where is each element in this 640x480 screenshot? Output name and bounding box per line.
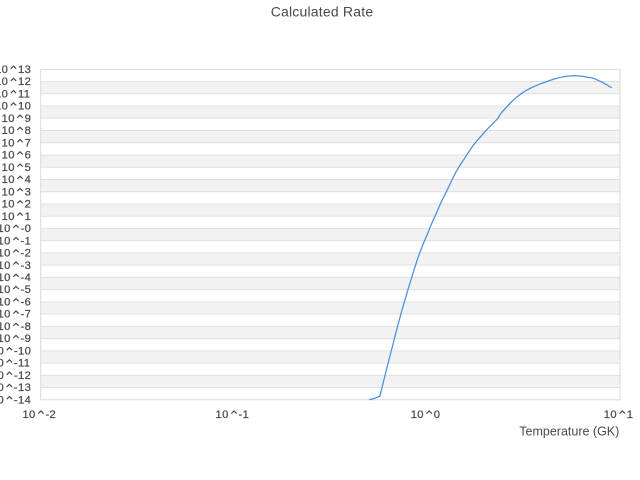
svg-text:4: 4	[25, 174, 32, 186]
svg-text:12: 12	[18, 76, 31, 88]
svg-text:10: 10	[0, 260, 11, 272]
svg-text:8: 8	[25, 125, 32, 137]
svg-text:10: 10	[2, 174, 15, 186]
svg-text:-5: -5	[20, 284, 31, 296]
svg-text:-9: -9	[20, 333, 31, 345]
svg-text:10: 10	[0, 76, 8, 88]
svg-text:11: 11	[18, 88, 30, 100]
svg-text:-12: -12	[14, 370, 31, 382]
svg-text:10: 10	[2, 125, 15, 137]
svg-text:-13: -13	[14, 382, 31, 394]
svg-text:-1: -1	[20, 235, 31, 247]
svg-text:-4: -4	[20, 272, 31, 284]
svg-text:10: 10	[0, 358, 4, 370]
svg-text:-10: -10	[14, 345, 31, 357]
svg-text:10: 10	[411, 409, 424, 421]
svg-text:10: 10	[0, 248, 11, 260]
svg-text:10: 10	[2, 150, 15, 162]
svg-text:10: 10	[0, 296, 11, 308]
svg-text:-6: -6	[20, 296, 31, 308]
svg-text:-0: -0	[20, 223, 31, 235]
svg-text:10: 10	[0, 284, 11, 296]
svg-text:2: 2	[25, 199, 32, 211]
svg-text:10: 10	[2, 211, 15, 223]
svg-text:10: 10	[0, 235, 11, 247]
svg-text:10: 10	[2, 113, 15, 125]
svg-text:10: 10	[2, 137, 15, 149]
svg-text:10: 10	[2, 199, 15, 211]
svg-text:-2: -2	[45, 409, 56, 421]
svg-text:6: 6	[25, 150, 32, 162]
svg-text:10: 10	[604, 409, 617, 421]
svg-text:1: 1	[25, 211, 32, 223]
svg-text:10: 10	[0, 370, 4, 382]
svg-text:Temperature (GK): Temperature (GK)	[519, 424, 619, 438]
svg-text:10: 10	[216, 409, 229, 421]
svg-text:7: 7	[25, 137, 32, 149]
svg-text:-7: -7	[20, 309, 31, 321]
svg-text:10: 10	[2, 186, 15, 198]
svg-text:10: 10	[0, 309, 11, 321]
svg-text:Calculated Rate: Calculated Rate	[271, 3, 374, 19]
svg-text:-8: -8	[20, 321, 31, 333]
svg-text:10: 10	[0, 101, 8, 113]
svg-text:1: 1	[627, 409, 634, 421]
svg-text:-11: -11	[14, 358, 30, 370]
svg-text:10: 10	[0, 272, 11, 284]
svg-text:9: 9	[25, 113, 32, 125]
svg-text:10: 10	[0, 321, 11, 333]
svg-text:5: 5	[25, 162, 32, 174]
svg-text:10: 10	[22, 409, 35, 421]
svg-text:-14: -14	[14, 394, 31, 406]
svg-text:10: 10	[0, 333, 11, 345]
svg-text:0: 0	[434, 409, 441, 421]
svg-text:10: 10	[0, 64, 8, 76]
svg-text:10: 10	[0, 88, 8, 100]
svg-text:10: 10	[0, 394, 4, 406]
svg-text:10: 10	[0, 223, 11, 235]
svg-text:13: 13	[18, 64, 31, 76]
svg-text:-2: -2	[20, 248, 31, 260]
svg-text:10: 10	[0, 382, 4, 394]
svg-text:10: 10	[18, 101, 31, 113]
svg-text:10: 10	[0, 345, 4, 357]
svg-text:-1: -1	[239, 409, 250, 421]
svg-text:10: 10	[2, 162, 15, 174]
svg-text:3: 3	[25, 186, 32, 198]
svg-text:-3: -3	[20, 260, 31, 272]
